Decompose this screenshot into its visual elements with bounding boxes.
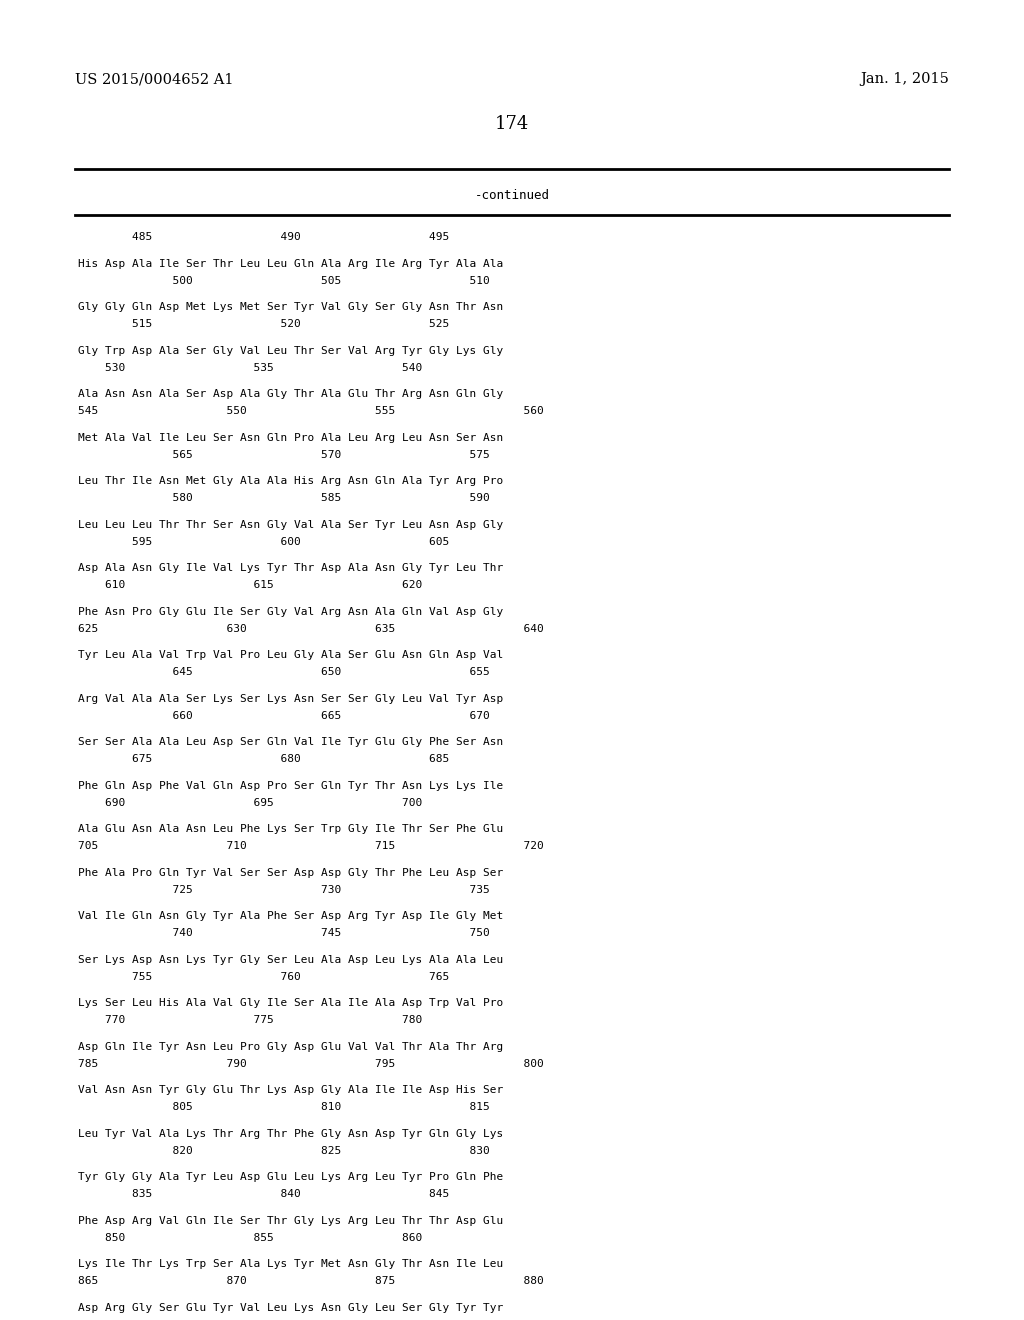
Text: Phe Ala Pro Gln Tyr Val Ser Ser Asp Asp Gly Thr Phe Leu Asp Ser: Phe Ala Pro Gln Tyr Val Ser Ser Asp Asp …	[78, 867, 503, 878]
Text: 515                   520                   525: 515 520 525	[78, 319, 450, 329]
Text: 675                   680                   685: 675 680 685	[78, 754, 450, 764]
Text: 850                   855                   860: 850 855 860	[78, 1233, 422, 1243]
Text: Tyr Gly Gly Ala Tyr Leu Asp Glu Leu Lys Arg Leu Tyr Pro Gln Phe: Tyr Gly Gly Ala Tyr Leu Asp Glu Leu Lys …	[78, 1172, 503, 1183]
Text: 770                   775                   780: 770 775 780	[78, 1015, 422, 1026]
Text: 865                   870                   875                   880: 865 870 875 880	[78, 1276, 544, 1286]
Text: 174: 174	[495, 115, 529, 133]
Text: 545                   550                   555                   560: 545 550 555 560	[78, 407, 544, 416]
Text: Leu Tyr Val Ala Lys Thr Arg Thr Phe Gly Asn Asp Tyr Gln Gly Lys: Leu Tyr Val Ala Lys Thr Arg Thr Phe Gly …	[78, 1129, 503, 1139]
Text: 610                   615                   620: 610 615 620	[78, 581, 422, 590]
Text: 645                   650                   655: 645 650 655	[78, 668, 489, 677]
Text: 805                   810                   815: 805 810 815	[78, 1102, 489, 1113]
Text: 565                   570                   575: 565 570 575	[78, 450, 489, 459]
Text: 530                   535                   540: 530 535 540	[78, 363, 422, 372]
Text: Tyr Leu Ala Val Trp Val Pro Leu Gly Ala Ser Glu Asn Gln Asp Val: Tyr Leu Ala Val Trp Val Pro Leu Gly Ala …	[78, 651, 503, 660]
Text: 580                   585                   590: 580 585 590	[78, 494, 489, 503]
Text: 820                   825                   830: 820 825 830	[78, 1146, 489, 1156]
Text: Arg Val Ala Ala Ser Lys Ser Lys Asn Ser Ser Gly Leu Val Tyr Asp: Arg Val Ala Ala Ser Lys Ser Lys Asn Ser …	[78, 694, 503, 704]
Text: 500                   505                   510: 500 505 510	[78, 276, 489, 286]
Text: 740                   745                   750: 740 745 750	[78, 928, 489, 939]
Text: 785                   790                   795                   800: 785 790 795 800	[78, 1059, 544, 1069]
Text: Phe Asp Arg Val Gln Ile Ser Thr Gly Lys Arg Leu Thr Thr Asp Glu: Phe Asp Arg Val Gln Ile Ser Thr Gly Lys …	[78, 1216, 503, 1226]
Text: Met Ala Val Ile Leu Ser Asn Gln Pro Ala Leu Arg Leu Asn Ser Asn: Met Ala Val Ile Leu Ser Asn Gln Pro Ala …	[78, 433, 503, 442]
Text: 625                   630                   635                   640: 625 630 635 640	[78, 624, 544, 634]
Text: Ser Lys Asp Asn Lys Tyr Gly Ser Leu Ala Asp Leu Lys Ala Ala Leu: Ser Lys Asp Asn Lys Tyr Gly Ser Leu Ala …	[78, 954, 503, 965]
Text: 725                   730                   735: 725 730 735	[78, 884, 489, 895]
Text: Ala Asn Asn Ala Ser Asp Ala Gly Thr Ala Glu Thr Arg Asn Gln Gly: Ala Asn Asn Ala Ser Asp Ala Gly Thr Ala …	[78, 389, 503, 400]
Text: His Asp Ala Ile Ser Thr Leu Leu Gln Ala Arg Ile Arg Tyr Ala Ala: His Asp Ala Ile Ser Thr Leu Leu Gln Ala …	[78, 259, 503, 269]
Text: Asp Ala Asn Gly Ile Val Lys Tyr Thr Asp Ala Asn Gly Tyr Leu Thr: Asp Ala Asn Gly Ile Val Lys Tyr Thr Asp …	[78, 564, 503, 573]
Text: Jan. 1, 2015: Jan. 1, 2015	[860, 73, 949, 86]
Text: Gly Trp Asp Ala Ser Gly Val Leu Thr Ser Val Arg Tyr Gly Lys Gly: Gly Trp Asp Ala Ser Gly Val Leu Thr Ser …	[78, 346, 503, 356]
Text: 835                   840                   845: 835 840 845	[78, 1189, 450, 1200]
Text: Asp Gln Ile Tyr Asn Leu Pro Gly Asp Glu Val Val Thr Ala Thr Arg: Asp Gln Ile Tyr Asn Leu Pro Gly Asp Glu …	[78, 1041, 503, 1052]
Text: US 2015/0004652 A1: US 2015/0004652 A1	[75, 73, 233, 86]
Text: 690                   695                   700: 690 695 700	[78, 797, 422, 808]
Text: Val Asn Asn Tyr Gly Glu Thr Lys Asp Gly Ala Ile Ile Asp His Ser: Val Asn Asn Tyr Gly Glu Thr Lys Asp Gly …	[78, 1085, 503, 1096]
Text: Phe Asn Pro Gly Glu Ile Ser Gly Val Arg Asn Ala Gln Val Asp Gly: Phe Asn Pro Gly Glu Ile Ser Gly Val Arg …	[78, 607, 503, 616]
Text: 755                   760                   765: 755 760 765	[78, 972, 450, 982]
Text: Leu Thr Ile Asn Met Gly Ala Ala His Arg Asn Gln Ala Tyr Arg Pro: Leu Thr Ile Asn Met Gly Ala Ala His Arg …	[78, 477, 503, 486]
Text: Leu Leu Leu Thr Thr Ser Asn Gly Val Ala Ser Tyr Leu Asn Asp Gly: Leu Leu Leu Thr Thr Ser Asn Gly Val Ala …	[78, 520, 503, 529]
Text: 485                   490                   495: 485 490 495	[78, 232, 450, 243]
Text: 705                   710                   715                   720: 705 710 715 720	[78, 841, 544, 851]
Text: Lys Ile Thr Lys Trp Ser Ala Lys Tyr Met Asn Gly Thr Asn Ile Leu: Lys Ile Thr Lys Trp Ser Ala Lys Tyr Met …	[78, 1259, 503, 1270]
Text: 660                   665                   670: 660 665 670	[78, 710, 489, 721]
Text: Gly Gly Gln Asp Met Lys Met Ser Tyr Val Gly Ser Gly Asn Thr Asn: Gly Gly Gln Asp Met Lys Met Ser Tyr Val …	[78, 302, 503, 313]
Text: Phe Gln Asp Phe Val Gln Asp Pro Ser Gln Tyr Thr Asn Lys Lys Ile: Phe Gln Asp Phe Val Gln Asp Pro Ser Gln …	[78, 781, 503, 791]
Text: Ser Ser Ala Ala Leu Asp Ser Gln Val Ile Tyr Glu Gly Phe Ser Asn: Ser Ser Ala Ala Leu Asp Ser Gln Val Ile …	[78, 738, 503, 747]
Text: Ala Glu Asn Ala Asn Leu Phe Lys Ser Trp Gly Ile Thr Ser Phe Glu: Ala Glu Asn Ala Asn Leu Phe Lys Ser Trp …	[78, 824, 503, 834]
Text: Asp Arg Gly Ser Glu Tyr Val Leu Lys Asn Gly Leu Ser Gly Tyr Tyr: Asp Arg Gly Ser Glu Tyr Val Leu Lys Asn …	[78, 1303, 503, 1313]
Text: 595                   600                   605: 595 600 605	[78, 537, 450, 546]
Text: Val Ile Gln Asn Gly Tyr Ala Phe Ser Asp Arg Tyr Asp Ile Gly Met: Val Ile Gln Asn Gly Tyr Ala Phe Ser Asp …	[78, 911, 503, 921]
Text: -continued: -continued	[474, 189, 550, 202]
Text: Lys Ser Leu His Ala Val Gly Ile Ser Ala Ile Ala Asp Trp Val Pro: Lys Ser Leu His Ala Val Gly Ile Ser Ala …	[78, 998, 503, 1008]
